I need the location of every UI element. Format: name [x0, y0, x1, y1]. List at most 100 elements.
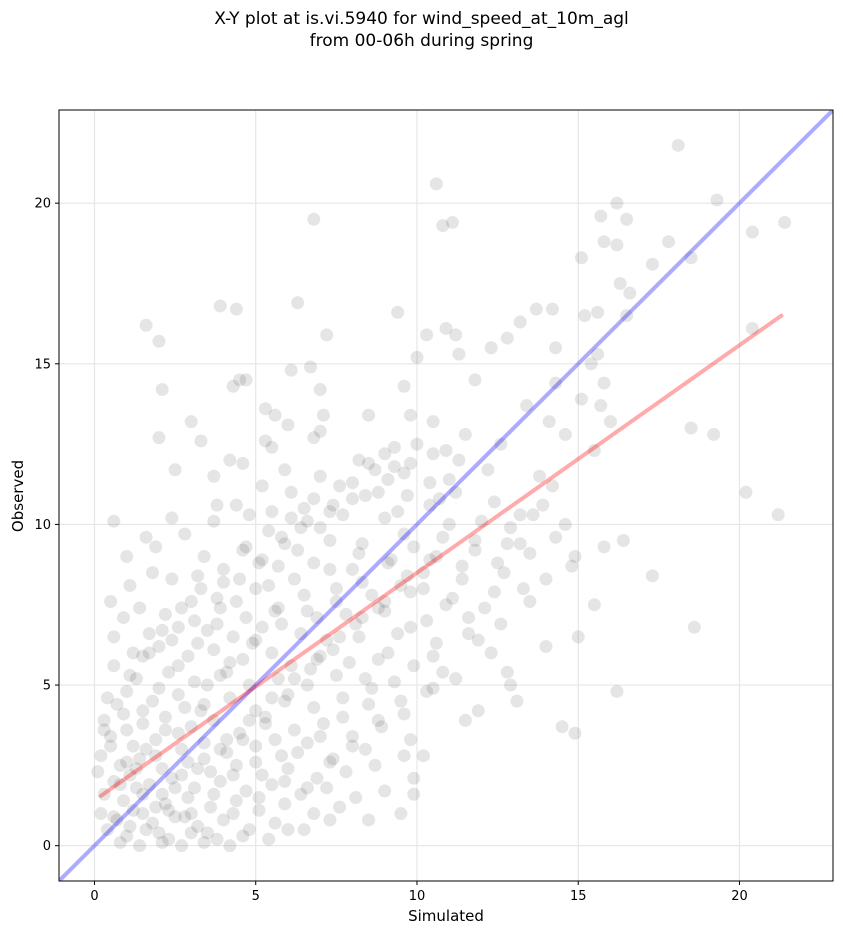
- scatter-point: [175, 768, 189, 782]
- scatter-point: [220, 746, 234, 759]
- scatter-point: [529, 302, 543, 316]
- scatter-point: [558, 427, 572, 441]
- ticks-layer: 0 5 10 15 20 0 5 10 15 20: [34, 197, 747, 904]
- scatter-point: [404, 620, 418, 634]
- scatter-point: [249, 755, 263, 769]
- scatter-point: [571, 630, 585, 644]
- scatter-point: [271, 672, 285, 686]
- scatter-point: [213, 668, 227, 682]
- scatter-point: [316, 717, 330, 731]
- scatter-point: [471, 704, 485, 718]
- scatter-point: [97, 713, 111, 727]
- scatter-point: [345, 739, 359, 753]
- scatter-point: [378, 511, 392, 525]
- scatter-point: [745, 321, 759, 335]
- scatter-point: [136, 807, 150, 821]
- scatter-point: [107, 630, 121, 644]
- scatter-point: [474, 514, 488, 528]
- scatter-point: [771, 508, 785, 522]
- scatter-point: [242, 823, 256, 837]
- scatter-point: [152, 639, 166, 653]
- scatter-point: [265, 778, 279, 792]
- scatter-point: [471, 633, 485, 647]
- scatter-point: [329, 582, 343, 596]
- scatter-point: [158, 797, 172, 811]
- scatter-point: [358, 672, 372, 686]
- scatter-point: [378, 595, 392, 609]
- scatter-point: [152, 431, 166, 445]
- scatter-point: [107, 810, 121, 824]
- scatter-point: [117, 794, 130, 808]
- scatter-point: [271, 559, 285, 573]
- scatter-point: [229, 595, 243, 609]
- scatter-point: [391, 505, 405, 519]
- one-to-one-line: [59, 110, 833, 881]
- scatter-point: [207, 643, 221, 657]
- scatter-point: [662, 235, 676, 249]
- scatter-point: [710, 193, 724, 207]
- scatter-point: [313, 649, 327, 663]
- scatter-point: [252, 803, 266, 817]
- scatter-point: [387, 440, 401, 454]
- scatter-point: [381, 646, 395, 660]
- scatter-point: [358, 742, 372, 756]
- scatter-point: [126, 646, 140, 660]
- scatter-point: [513, 537, 527, 551]
- scatter-point: [129, 762, 143, 776]
- scatter-point: [333, 800, 347, 814]
- scatter-point: [294, 627, 308, 641]
- scatter-point: [107, 514, 121, 528]
- scatter-point: [381, 556, 395, 570]
- scatter-point: [539, 639, 553, 653]
- scatter-point: [387, 675, 401, 689]
- scatter-point: [558, 517, 572, 531]
- scatter-point: [513, 315, 527, 329]
- scatter-point: [316, 408, 330, 422]
- scatter-point: [226, 807, 240, 821]
- scatter-point: [739, 485, 753, 499]
- scatter-point: [307, 807, 321, 821]
- scatter-point: [391, 627, 405, 641]
- scatter-point: [162, 803, 176, 817]
- scatter-point: [368, 463, 382, 477]
- scatter-point: [394, 694, 408, 708]
- scatter-point: [223, 453, 237, 467]
- scatter-point: [339, 607, 353, 621]
- scatter-point: [104, 739, 118, 753]
- scatter-point: [449, 328, 463, 342]
- scatter-point: [197, 697, 211, 711]
- scatter-point: [239, 373, 253, 387]
- y-tick-label: 0: [43, 839, 51, 854]
- scatter-point: [223, 691, 237, 705]
- x-tick-label: 15: [570, 889, 587, 904]
- scatter-point: [191, 569, 205, 583]
- scatter-point: [262, 524, 276, 538]
- scatter-point: [397, 466, 411, 480]
- scatter-point: [181, 649, 195, 663]
- scatter-point: [168, 781, 182, 795]
- scatter-point: [320, 328, 334, 342]
- scatter-point: [165, 511, 179, 525]
- scatter-point: [426, 415, 440, 429]
- scatter-point: [268, 604, 282, 618]
- chart-title-line-1: X-Y plot at is.vi.5940 for wind_speed_at…: [214, 9, 629, 29]
- scatter-point: [420, 684, 434, 698]
- scatter-point: [494, 437, 508, 451]
- scatter-point: [152, 826, 166, 840]
- scatter-point: [249, 704, 263, 718]
- scatter-point: [452, 453, 466, 467]
- scatter-point: [200, 826, 214, 840]
- scatter-point: [297, 501, 311, 515]
- scatter-point: [287, 572, 301, 586]
- scatter-point: [352, 453, 366, 467]
- scatter-point: [294, 521, 308, 535]
- scatter-point: [258, 717, 272, 731]
- scatter-point: [207, 713, 221, 727]
- y-tick-label: 5: [43, 679, 51, 694]
- scatter-point: [313, 521, 327, 535]
- scatter-point: [613, 276, 627, 290]
- scatter-point: [136, 704, 150, 718]
- scatter-point: [155, 835, 169, 849]
- scatter-point: [194, 704, 208, 718]
- scatter-point: [171, 726, 185, 740]
